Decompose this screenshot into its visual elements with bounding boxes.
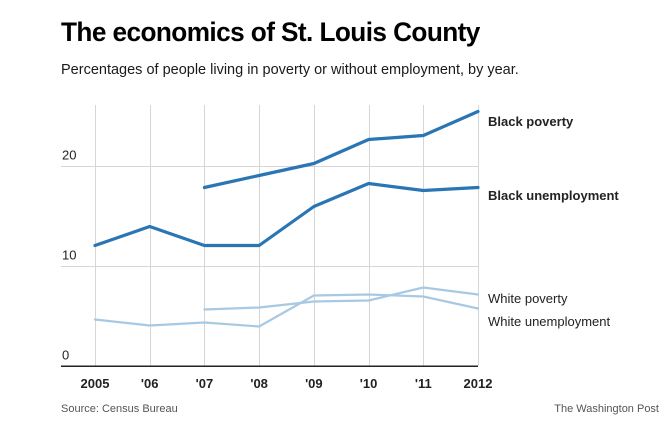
black-poverty-line	[202, 109, 480, 190]
x-tick-label: '08	[250, 376, 268, 391]
black-unemployment-label: Black unemployment	[488, 188, 619, 203]
black-poverty-label: Black poverty	[488, 114, 574, 129]
white-poverty-line	[203, 286, 480, 311]
black-unemployment-line	[93, 181, 480, 248]
x-tick-label: '11	[415, 376, 432, 391]
x-tick-label: 2005	[81, 376, 110, 391]
x-tick-label: '09	[305, 376, 323, 391]
series-lines	[93, 109, 480, 328]
y-tick-label: 10	[62, 248, 76, 263]
chart-title: The economics of St. Louis County	[61, 17, 480, 47]
x-tick-label: '06	[141, 376, 159, 391]
y-tick-label: 20	[62, 148, 76, 163]
series-labels: Black poverty Black unemployment White pov…	[488, 114, 619, 329]
x-tick-label: '10	[360, 376, 378, 391]
gridlines	[61, 105, 479, 366]
x-axis-ticks: 2005 '06 '07 '08 '09 '10 '11 2012	[81, 376, 493, 391]
chart-subtitle: Percentages of people living in poverty …	[61, 62, 519, 78]
white-unemployment-line	[93, 293, 480, 328]
x-tick-label: 2012	[464, 376, 493, 391]
white-poverty-label: White poverty	[488, 291, 568, 306]
y-axis-ticks: 0 10 20	[62, 148, 76, 363]
x-tick-label: '07	[196, 376, 214, 391]
y-tick-label: 0	[62, 348, 69, 363]
source-note: Source: Census Bureau	[61, 403, 178, 415]
publisher-credit: The Washington Post	[554, 403, 659, 415]
white-unemployment-label: White unemployment	[488, 314, 610, 329]
